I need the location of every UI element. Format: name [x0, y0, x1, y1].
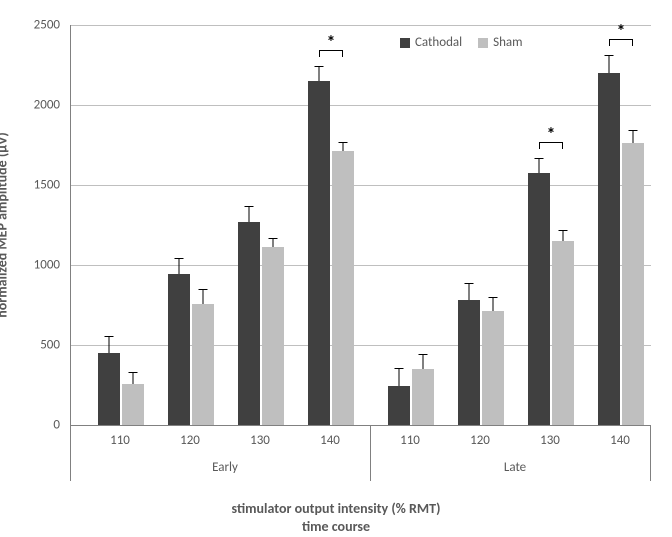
ytick-label: 500 [0, 338, 60, 353]
gridline [71, 25, 651, 26]
bar-sham [622, 143, 644, 425]
error-bar [319, 67, 320, 81]
ytick-label: 2000 [0, 98, 60, 113]
x-axis-label-1: stimulator output intensity (% RMT) [0, 500, 672, 517]
error-cap [629, 130, 638, 131]
error-cap [315, 66, 324, 67]
group-divider [370, 425, 371, 481]
error-bar [273, 239, 274, 246]
error-bar [539, 159, 540, 173]
error-cap [605, 55, 614, 56]
legend-label-cathodal: Cathodal [415, 35, 462, 50]
group-divider [650, 425, 651, 481]
xtick-label: 140 [610, 433, 630, 448]
ytick-label: 2500 [0, 18, 60, 33]
gridline [71, 105, 651, 106]
bar-sham [122, 384, 144, 425]
significance-star: * [547, 123, 556, 145]
error-cap [339, 142, 348, 143]
bar-cathodal [388, 386, 410, 425]
error-bar [133, 373, 134, 384]
error-bar [399, 369, 400, 386]
bar-cathodal [168, 274, 190, 425]
group-divider [70, 425, 71, 481]
xtick-label: 120 [180, 433, 200, 448]
legend-label-sham: Sham [493, 35, 522, 50]
error-bar [493, 298, 494, 312]
error-cap [129, 372, 138, 373]
error-cap [489, 297, 498, 298]
error-bar [609, 56, 610, 73]
error-cap [419, 354, 428, 355]
bar-cathodal [98, 353, 120, 425]
error-bar [109, 337, 110, 353]
error-cap [245, 206, 254, 207]
error-cap [269, 238, 278, 239]
error-cap [105, 336, 114, 337]
gridline [71, 185, 651, 186]
legend-swatch-sham [478, 38, 488, 48]
xtick-label: 120 [470, 433, 490, 448]
bar-sham [412, 369, 434, 425]
error-cap [175, 258, 184, 259]
error-bar [633, 131, 634, 143]
group-label: Late [504, 460, 526, 475]
bar-sham [332, 151, 354, 425]
bar-cathodal [458, 300, 480, 425]
bar-cathodal [528, 173, 550, 425]
legend: Cathodal Sham [400, 35, 523, 50]
bar-sham [192, 304, 214, 425]
error-bar [179, 259, 180, 274]
xtick-label: 130 [540, 433, 560, 448]
bar-cathodal [238, 222, 260, 425]
bar-cathodal [308, 81, 330, 425]
legend-item-cathodal: Cathodal [400, 35, 462, 50]
error-bar [423, 355, 424, 369]
y-axis-label: normalized MEP amplitude (µV) [0, 132, 11, 318]
error-bar [469, 284, 470, 300]
plot-area: *** [70, 25, 651, 426]
bar-sham [262, 247, 284, 425]
x-axis-label-2: time course [0, 518, 672, 535]
error-bar [249, 207, 250, 222]
error-bar [563, 231, 564, 241]
error-cap [559, 230, 568, 231]
error-bar [203, 290, 204, 304]
ytick-label: 0 [0, 418, 60, 433]
error-cap [535, 158, 544, 159]
error-bar [343, 143, 344, 152]
group-label: Early [212, 460, 238, 475]
error-cap [465, 283, 474, 284]
xtick-label: 130 [250, 433, 270, 448]
significance-star: * [617, 20, 626, 42]
xtick-label: 110 [400, 433, 420, 448]
legend-item-sham: Sham [478, 35, 522, 50]
bar-sham [552, 241, 574, 425]
xtick-label: 140 [320, 433, 340, 448]
ytick-label: 1500 [0, 178, 60, 193]
error-cap [199, 289, 208, 290]
error-cap [395, 368, 404, 369]
legend-swatch-cathodal [400, 38, 410, 48]
bar-cathodal [598, 73, 620, 425]
mep-amplitude-chart: normalized MEP amplitude (µV) * * * Cathod… [0, 0, 672, 537]
xtick-label: 110 [110, 433, 130, 448]
significance-star: * [327, 31, 336, 53]
ytick-label: 1000 [0, 258, 60, 273]
bar-sham [482, 311, 504, 425]
